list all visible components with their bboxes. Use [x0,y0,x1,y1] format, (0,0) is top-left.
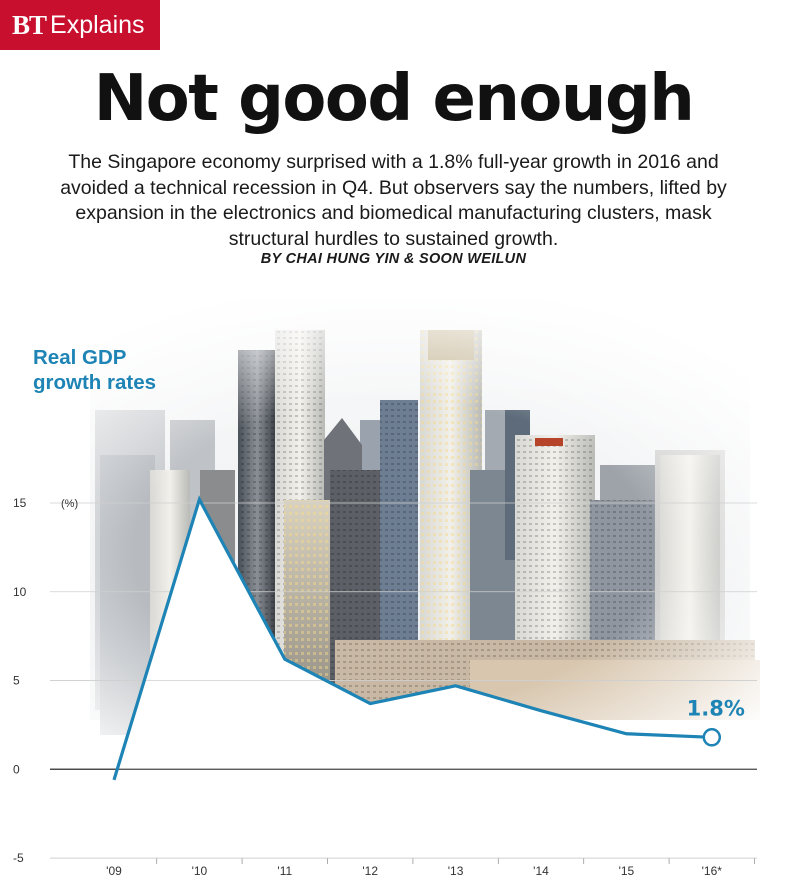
last-point-marker [702,728,722,747]
y-tick-label: 0 [13,762,20,776]
x-tick-label: '15 [619,864,635,878]
byline: BY CHAI HUNG YIN & SOON WEILUN [260,251,527,267]
y-tick-label: 10 [13,585,27,599]
last-value-label: 1.8% [687,696,745,720]
y-tick-label: 5 [13,674,20,688]
bt-explains-badge: BT Explains [0,0,160,50]
y-tick-label: -5 [13,851,24,865]
brand-explains: Explains [50,10,145,39]
x-tick-label: '14 [533,864,549,878]
chart-title-line-1: Real GDP [33,346,127,369]
headline: Not good enough [93,62,695,136]
y-unit-label: (%) [61,498,78,510]
deck-text: The Singapore economy surprised with a 1… [60,151,727,250]
x-tick-label: '12 [362,864,378,878]
y-tick-label: 15 [13,496,27,510]
chart-title: Real GDP growth rates [33,345,156,395]
chart-title-line-2: growth rates [33,371,157,394]
x-tick-label: '09 [106,864,122,878]
x-tick-label: '11 [277,864,292,878]
x-tick-label: '16* [702,864,723,878]
x-tick-label: '10 [192,864,208,878]
brand-bt: BT [12,9,47,40]
gdp-series-line [112,495,712,781]
x-tick-label: '13 [448,864,464,878]
area-under-line [44,499,762,858]
